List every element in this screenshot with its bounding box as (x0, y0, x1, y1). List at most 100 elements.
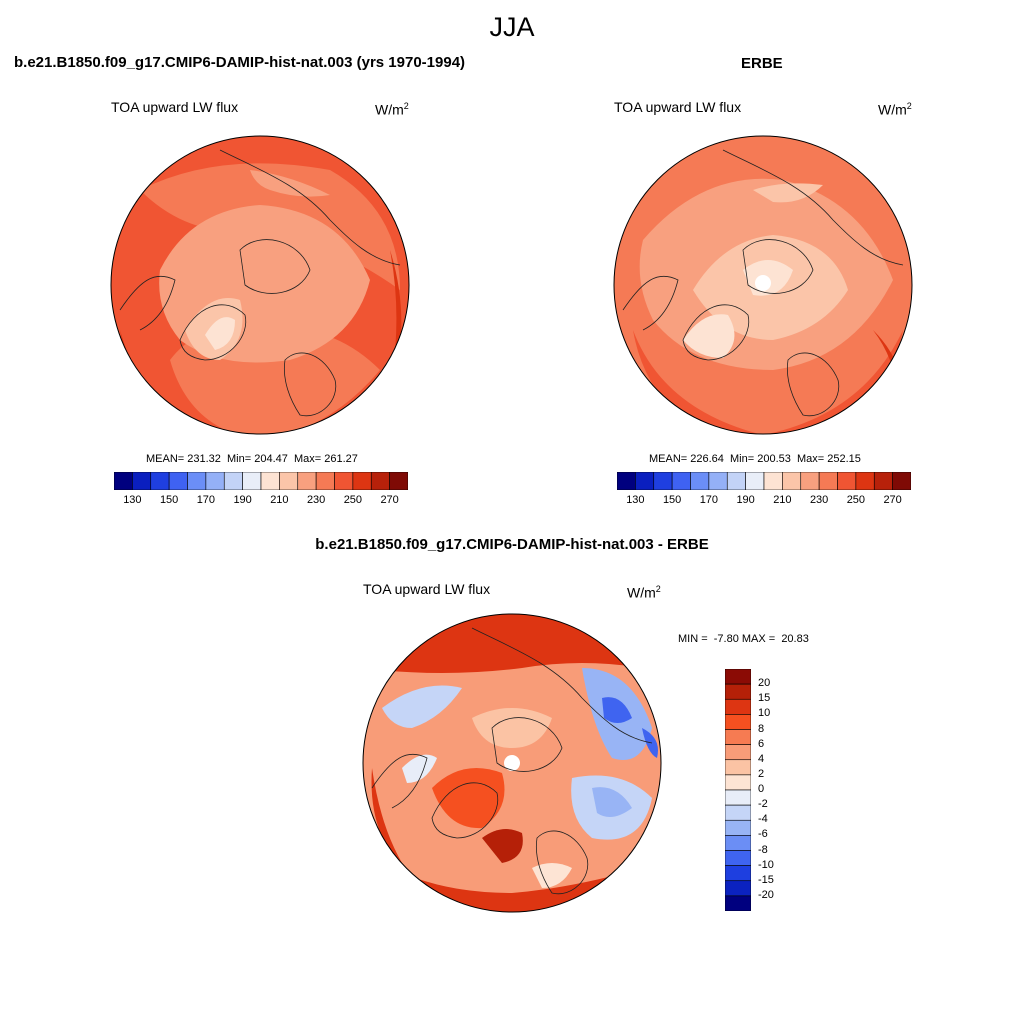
obs-colorbar-box (653, 472, 673, 490)
diff-colorbar-label: -8 (758, 843, 768, 856)
obs-colorbar-box (855, 472, 875, 490)
model-colorbar-box (187, 472, 207, 490)
obs-colorbar-label: 250 (846, 494, 866, 506)
diff-colorbar-box (725, 744, 751, 761)
diff-colorbar (725, 669, 751, 911)
diff-colorbar-label: -10 (758, 858, 774, 871)
diff-colorbar-box (725, 819, 751, 836)
model-units-label: W/m2 (375, 101, 409, 118)
obs-colorbar-labels: 130 150 170 190 210 230 250 270 (617, 494, 911, 508)
diff-colorbar-label: -6 (758, 828, 768, 841)
diff-variable-label: TOA upward LW flux (363, 581, 491, 597)
diff-colorbar-box (725, 789, 751, 806)
obs-colorbar-box (763, 472, 783, 490)
diff-colorbar-label: 4 (758, 752, 765, 765)
obs-colorbar-box (726, 472, 746, 490)
obs-colorbar-box (690, 472, 710, 490)
model-colorbar-box (352, 472, 372, 490)
obs-polar-map (613, 135, 913, 435)
diff-colorbar-labels: 20 15 10 8 6 4 2 0 -2 -4 -6 -8 -10 -15 -20 (758, 669, 798, 911)
model-colorbar-label: 230 (306, 494, 326, 506)
diff-stats-label: MIN = -7.80 MAX = 20.83 (678, 633, 809, 645)
diff-colorbar-label: -15 (758, 873, 774, 886)
model-colorbar-label: 250 (343, 494, 363, 506)
model-colorbar-label: 190 (233, 494, 252, 506)
obs-colorbar-box (635, 472, 655, 490)
obs-colorbar-label: 170 (699, 494, 719, 506)
obs-variable-label: TOA upward LW flux (614, 99, 742, 115)
obs-colorbar-label: 190 (736, 494, 755, 506)
model-stats-label: MEAN= 231.32 Min= 204.47 Max= 261.27 (146, 453, 358, 465)
model-polar-map (110, 135, 410, 435)
obs-colorbar-box (708, 472, 728, 490)
model-colorbar (114, 472, 408, 490)
diff-colorbar-label: 15 (758, 692, 771, 705)
diff-colorbar-box (725, 669, 751, 685)
diff-colorbar-box (725, 804, 751, 821)
diff-colorbar-box (725, 880, 751, 897)
obs-colorbar-box (800, 472, 820, 490)
diff-colorbar-box (725, 729, 751, 745)
diff-colorbar-label: 6 (758, 737, 765, 750)
diff-colorbar-label: 2 (758, 767, 765, 780)
diff-panel-title: b.e21.B1850.f09_g17.CMIP6-DAMIP-hist-nat… (315, 536, 709, 553)
model-colorbar-label: 130 (123, 494, 142, 506)
model-colorbar-box (168, 472, 188, 490)
model-colorbar-label: 210 (270, 494, 289, 506)
model-panel-title: b.e21.B1850.f09_g17.CMIP6-DAMIP-hist-nat… (14, 54, 466, 71)
diff-units-label: W/m2 (627, 584, 661, 601)
obs-colorbar (617, 472, 911, 490)
model-colorbar-box (260, 472, 280, 490)
obs-stats-label: MEAN= 226.64 Min= 200.53 Max= 252.15 (649, 453, 861, 465)
model-colorbar-box (370, 472, 390, 490)
model-colorbar-box (279, 472, 299, 490)
obs-panel-title: ERBE (741, 55, 783, 72)
model-colorbar-box (389, 472, 408, 490)
obs-colorbar-label: 230 (809, 494, 829, 506)
model-colorbar-box (150, 472, 170, 490)
obs-colorbar-box (818, 472, 838, 490)
model-colorbar-box (205, 472, 225, 490)
model-colorbar-box (297, 472, 317, 490)
diff-colorbar-label: -2 (758, 798, 768, 811)
obs-colorbar-label: 150 (662, 494, 682, 506)
model-colorbar-box (334, 472, 354, 490)
diff-colorbar-box (725, 714, 751, 730)
diff-colorbar-label: 0 (758, 783, 765, 795)
obs-colorbar-box (745, 472, 765, 490)
model-colorbar-label: 270 (380, 494, 399, 506)
diff-colorbar-label: 10 (758, 707, 771, 720)
model-colorbar-labels: 130 150 170 190 210 230 250 270 (114, 494, 408, 508)
model-colorbar-label: 170 (196, 494, 216, 506)
model-colorbar-box (114, 472, 133, 490)
obs-colorbar-box (892, 472, 911, 490)
diff-colorbar-label: 20 (758, 677, 771, 690)
diff-colorbar-label: -4 (758, 813, 768, 826)
diff-colorbar-box (725, 683, 751, 700)
obs-colorbar-label: 130 (626, 494, 645, 506)
diff-colorbar-box (725, 698, 751, 715)
figure-title: JJA (489, 12, 535, 42)
diff-colorbar-box (725, 850, 751, 866)
diff-colorbar-box (725, 865, 751, 882)
obs-colorbar-label: 270 (883, 494, 902, 506)
obs-colorbar-box (671, 472, 691, 490)
obs-colorbar-box (873, 472, 893, 490)
obs-units-label: W/m2 (878, 101, 912, 118)
model-colorbar-box (315, 472, 335, 490)
diff-colorbar-label: -20 (758, 888, 774, 901)
obs-colorbar-box (837, 472, 857, 490)
model-variable-label: TOA upward LW flux (111, 99, 239, 115)
model-colorbar-box (223, 472, 243, 490)
obs-colorbar-box (617, 472, 636, 490)
diff-colorbar-label: 8 (758, 722, 765, 735)
obs-colorbar-box (782, 472, 802, 490)
model-colorbar-box (242, 472, 262, 490)
obs-colorbar-label: 210 (773, 494, 792, 506)
diff-colorbar-box (725, 774, 751, 791)
diff-colorbar-box (725, 895, 751, 911)
diff-polar-map (362, 613, 662, 913)
diff-colorbar-box (725, 835, 751, 851)
model-colorbar-box (132, 472, 152, 490)
diff-colorbar-box (725, 759, 751, 776)
